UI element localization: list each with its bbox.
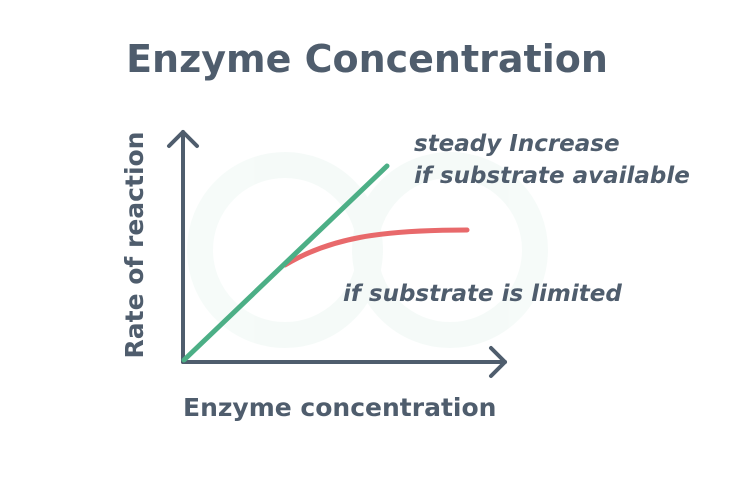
watermark	[187, 152, 548, 348]
steady-line	[181, 163, 390, 363]
title: Enzyme Concentration	[126, 37, 608, 81]
annotation: if substrate available	[414, 163, 690, 189]
y-axis-label: Rate of reaction	[120, 132, 149, 359]
annotation: steady Increase	[414, 131, 620, 157]
x-axis-label: Enzyme concentration	[183, 393, 496, 422]
x-arrow	[489, 346, 507, 378]
annotation: if substrate is limited	[343, 281, 622, 307]
axes	[167, 130, 507, 378]
y-arrow	[167, 130, 199, 148]
limited-curve	[282, 227, 470, 268]
